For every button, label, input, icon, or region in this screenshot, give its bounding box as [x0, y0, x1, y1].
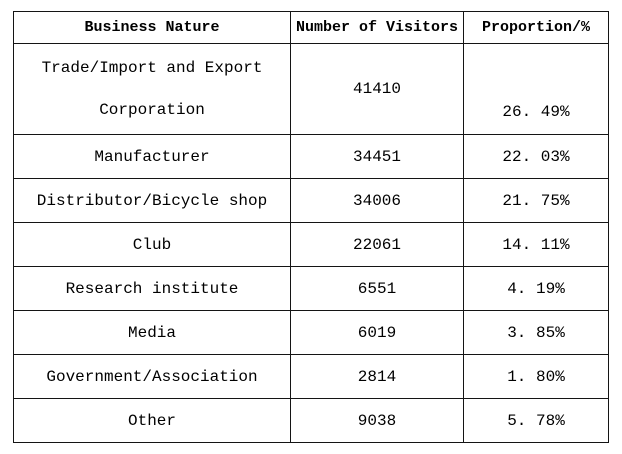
cell-visitors: 6551	[290, 266, 464, 311]
visitors-by-business-nature-table: Business Nature Number of Visitors Propo…	[13, 11, 609, 443]
cell-visitors: 34451	[290, 134, 464, 179]
cell-business-nature: Trade/Import and Export Corporation	[13, 43, 291, 135]
table-row-manufacturer: Manufacturer 34451 22. 03%	[13, 134, 609, 179]
cell-visitors: 41410	[290, 43, 464, 135]
cell-business-nature: Research institute	[13, 266, 291, 311]
table-row-distributor-bicycle-shop: Distributor/Bicycle shop 34006 21. 75%	[13, 178, 609, 223]
column-header-proportion: Proportion/%	[463, 11, 609, 44]
cell-proportion: 26. 49%	[463, 43, 609, 135]
cell-visitors: 2814	[290, 354, 464, 399]
cell-proportion: 5. 78%	[463, 398, 609, 443]
table-row-media: Media 6019 3. 85%	[13, 310, 609, 355]
cell-business-nature: Media	[13, 310, 291, 355]
table-row-research-institute: Research institute 6551 4. 19%	[13, 266, 609, 311]
table-row-club: Club 22061 14. 11%	[13, 222, 609, 267]
table-row-trade-import-export: Trade/Import and Export Corporation 4141…	[13, 43, 609, 135]
cell-proportion: 1. 80%	[463, 354, 609, 399]
table-row-other: Other 9038 5. 78%	[13, 398, 609, 443]
cell-proportion: 22. 03%	[463, 134, 609, 179]
cell-business-nature: Distributor/Bicycle shop	[13, 178, 291, 223]
cell-visitors: 22061	[290, 222, 464, 267]
cell-business-nature: Club	[13, 222, 291, 267]
business-nature-line-2: Corporation	[99, 101, 205, 119]
cell-business-nature: Other	[13, 398, 291, 443]
cell-proportion: 14. 11%	[463, 222, 609, 267]
column-header-business-nature: Business Nature	[13, 11, 291, 44]
cell-business-nature: Manufacturer	[13, 134, 291, 179]
cell-proportion: 4. 19%	[463, 266, 609, 311]
cell-visitors: 9038	[290, 398, 464, 443]
column-header-number-of-visitors: Number of Visitors	[290, 11, 464, 44]
header-row: Business Nature Number of Visitors Propo…	[13, 11, 609, 44]
cell-proportion: 3. 85%	[463, 310, 609, 355]
cell-visitors: 6019	[290, 310, 464, 355]
cell-business-nature: Government/Association	[13, 354, 291, 399]
cell-proportion: 21. 75%	[463, 178, 609, 223]
business-nature-line-1: Trade/Import and Export	[41, 59, 263, 77]
cell-visitors: 34006	[290, 178, 464, 223]
table-row-government-association: Government/Association 2814 1. 80%	[13, 354, 609, 399]
